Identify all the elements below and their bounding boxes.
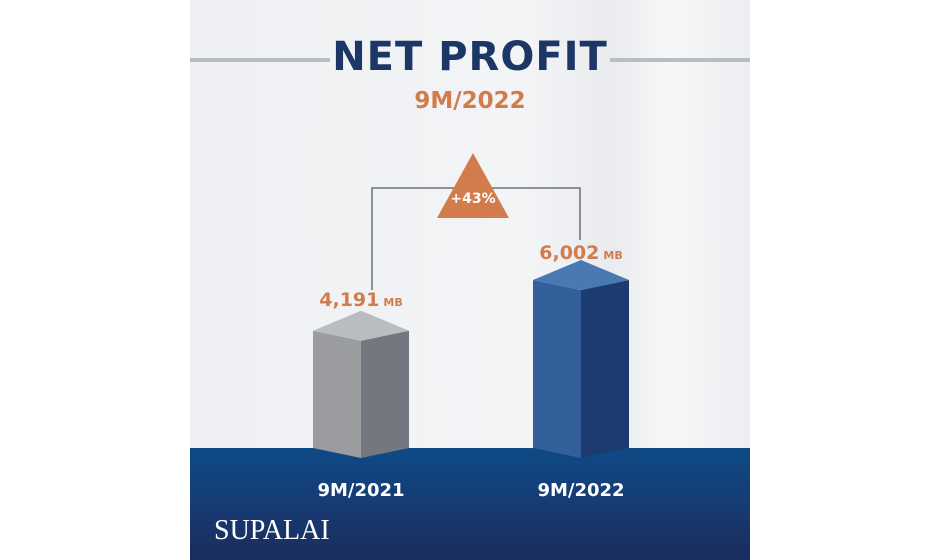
title-rule-right [610, 58, 750, 62]
infographic-panel: NET PROFIT 9M/2022 +43% 4,191 MB 6,002 MB … [190, 0, 750, 560]
bar-front-right-9M/2021 [361, 330, 409, 458]
title-rule-left [190, 58, 330, 62]
bar-top-9M/2021 [313, 310, 409, 341]
bar-front-left-9M/2022 [533, 280, 581, 458]
bar-front-right-9M/2022 [581, 280, 629, 458]
category-label-2021: 9M/2021 [317, 480, 405, 501]
value-label-2022: 6,002 MB [539, 242, 623, 264]
bar-top-9M/2022 [533, 260, 629, 290]
bar-chart [313, 153, 629, 458]
chart-subtitle: 9M/2022 [414, 88, 526, 114]
chart-title: NET PROFIT [332, 34, 608, 80]
bottom-band [190, 448, 750, 560]
category-label-2022: 9M/2022 [537, 480, 625, 501]
supalai-logo: SUPALAI [214, 515, 330, 546]
bar-front-left-9M/2021 [313, 330, 361, 458]
change-triangle-icon [437, 153, 509, 218]
value-label-2021: 4,191 MB [319, 289, 403, 311]
change-label: +43% [450, 191, 496, 207]
